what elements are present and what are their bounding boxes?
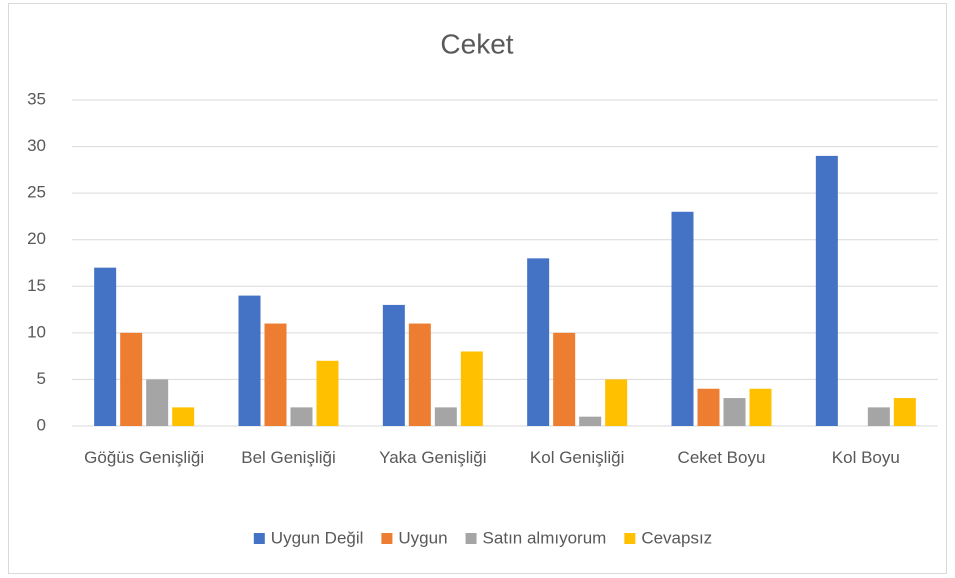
bar <box>408 323 431 426</box>
bar <box>867 407 890 426</box>
bar <box>238 295 261 426</box>
bar <box>460 351 483 426</box>
legend-label: Uygun <box>398 528 447 547</box>
bar <box>316 360 339 426</box>
bar <box>815 155 838 426</box>
legend-label: Cevapsız <box>641 528 712 547</box>
bar <box>553 332 576 426</box>
bar <box>723 398 746 426</box>
y-tick-label: 10 <box>27 322 46 341</box>
bar <box>290 407 313 426</box>
legend-label: Uygun Değil <box>271 528 364 547</box>
y-tick-label: 20 <box>27 229 46 248</box>
bar <box>605 379 628 426</box>
bar <box>749 388 772 426</box>
bar <box>579 416 602 426</box>
bar <box>434 407 457 426</box>
bar <box>120 332 143 426</box>
bar <box>893 398 916 426</box>
y-tick-label: 35 <box>27 89 46 108</box>
legend-swatch <box>624 533 636 544</box>
x-tick-label: Göğüs Genişliği <box>84 448 205 467</box>
bar <box>527 258 550 426</box>
y-tick-label: 5 <box>37 369 46 388</box>
bar <box>172 407 195 426</box>
legend-swatch <box>253 533 265 544</box>
y-tick-label: 15 <box>27 276 46 295</box>
bar <box>94 267 117 426</box>
x-tick-label: Bel Genişliği <box>241 448 336 467</box>
bar <box>671 211 694 426</box>
y-tick-label: 30 <box>27 136 46 155</box>
chart-border <box>8 3 947 574</box>
bar <box>146 379 169 426</box>
y-tick-label: 0 <box>37 415 46 434</box>
y-tick-label: 25 <box>27 183 46 202</box>
legend-swatch <box>465 533 477 544</box>
x-tick-label: Kol Boyu <box>831 448 900 467</box>
x-tick-label: Yaka Genişliği <box>379 448 487 467</box>
legend-label: Satın almıyorum <box>483 528 607 547</box>
legend-swatch <box>381 533 393 544</box>
bar <box>697 388 720 426</box>
bar <box>382 304 405 426</box>
x-tick-label: Kol Genişliği <box>529 448 625 467</box>
x-tick-label: Ceket Boyu <box>677 448 766 467</box>
bar <box>264 323 287 426</box>
chart-title: Ceket <box>440 28 513 59</box>
